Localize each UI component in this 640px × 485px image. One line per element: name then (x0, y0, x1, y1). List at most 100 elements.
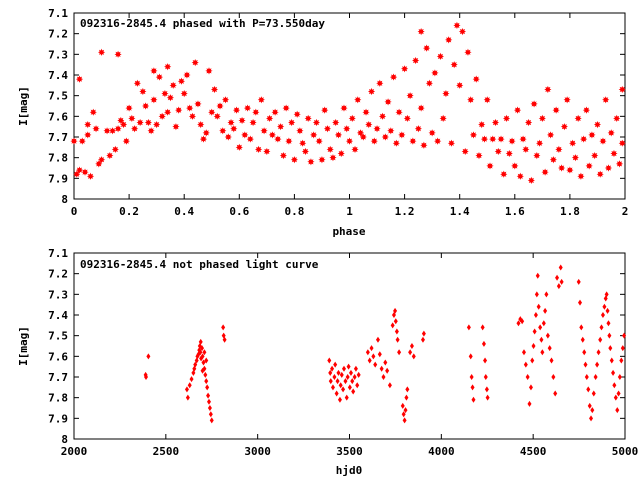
data-point (472, 75, 480, 83)
data-point (343, 125, 351, 133)
x-tick-label: 0.4 (174, 205, 194, 218)
data-point (175, 106, 183, 114)
data-point (117, 116, 125, 125)
data-point (189, 376, 194, 383)
data-point (586, 386, 591, 393)
data-point (606, 320, 611, 327)
data-point (263, 147, 271, 156)
data-point (387, 382, 392, 389)
data-point (177, 77, 186, 85)
data-point (161, 90, 169, 98)
data-point (580, 135, 588, 143)
data-point (230, 125, 238, 133)
data-point (558, 264, 563, 271)
y-tick-label: 7.5 (48, 330, 68, 343)
data-points-phased (70, 21, 626, 184)
x-tick-label: 1.8 (560, 205, 580, 218)
data-point (351, 388, 356, 395)
data-point (353, 365, 358, 372)
data-point (618, 85, 626, 94)
data-point (403, 114, 411, 122)
data-point (95, 160, 103, 168)
data-point (266, 114, 274, 122)
axis-ticks-phased: 0 0.2 0.4 0.6 0.8 1 1.2 1.4 1.6 1.8 2 7.1 7.2 7.3 7.4 7… (48, 7, 628, 218)
data-point (187, 382, 192, 389)
data-point (252, 108, 260, 116)
data-point (456, 81, 464, 89)
data-point (511, 162, 519, 170)
data-point (327, 357, 332, 364)
data-point (299, 139, 307, 147)
y-axis-label-unphased: I[mag] (17, 326, 30, 366)
data-point (602, 96, 610, 104)
data-point (617, 374, 622, 380)
data-point (583, 361, 588, 368)
data-point (75, 75, 84, 83)
data-point (556, 283, 561, 290)
data-point (329, 154, 337, 162)
data-point (142, 102, 150, 110)
data-point (346, 363, 351, 370)
data-point (202, 129, 210, 137)
data-point (469, 131, 478, 139)
data-point (381, 374, 386, 380)
y-tick-label: 7.2 (48, 268, 68, 281)
data-point (544, 85, 552, 94)
data-point (201, 359, 206, 366)
data-point (375, 336, 380, 343)
data-point (332, 118, 340, 127)
axis-ticks-unphased: 2000 2500 3000 3500 4000 4500 5000 7.1 7.2 7.3 7.4… (48, 247, 638, 458)
data-point (436, 52, 445, 60)
data-point (257, 96, 265, 104)
data-point (288, 118, 296, 127)
data-point (533, 152, 541, 160)
data-point (221, 324, 226, 331)
unphased-panel: 092316-2845.4 not phased light curve hjd… (17, 247, 638, 477)
data-point (379, 365, 384, 372)
y-tick-label: 7.6 (48, 110, 68, 123)
data-point (371, 353, 376, 360)
data-point (520, 318, 525, 325)
data-point (73, 170, 81, 178)
data-point (521, 349, 526, 356)
data-point (533, 312, 538, 318)
data-point (169, 81, 177, 89)
x-tick-label: 0.2 (119, 205, 139, 218)
data-point (516, 320, 521, 327)
data-point (417, 104, 425, 112)
data-point (200, 367, 205, 374)
data-point (420, 336, 425, 343)
data-point (400, 402, 405, 409)
data-point (423, 44, 431, 52)
x-tick-label: 2500 (153, 445, 180, 458)
data-point (131, 125, 139, 133)
data-point (425, 79, 433, 87)
data-point (461, 147, 469, 156)
data-point (312, 118, 321, 127)
data-point (569, 139, 577, 147)
data-point (122, 137, 130, 145)
data-point (607, 129, 615, 137)
data-point (334, 131, 343, 139)
data-point (335, 378, 340, 385)
data-point (180, 90, 188, 98)
data-point (345, 374, 350, 380)
x-tick-label: 3000 (244, 445, 271, 458)
data-point (200, 345, 205, 352)
data-point (588, 131, 596, 139)
data-point (543, 307, 548, 314)
data-point (392, 139, 400, 147)
data-point (421, 330, 426, 337)
data-point (206, 398, 211, 405)
data-point (296, 127, 304, 135)
data-point (285, 137, 293, 145)
y-tick-label: 8 (61, 433, 68, 446)
data-point (241, 131, 249, 139)
data-point (340, 104, 348, 112)
data-point (485, 394, 490, 401)
data-point (198, 349, 203, 356)
data-point (207, 405, 212, 411)
data-point (384, 98, 392, 106)
data-point (191, 59, 199, 67)
data-point (158, 112, 166, 120)
